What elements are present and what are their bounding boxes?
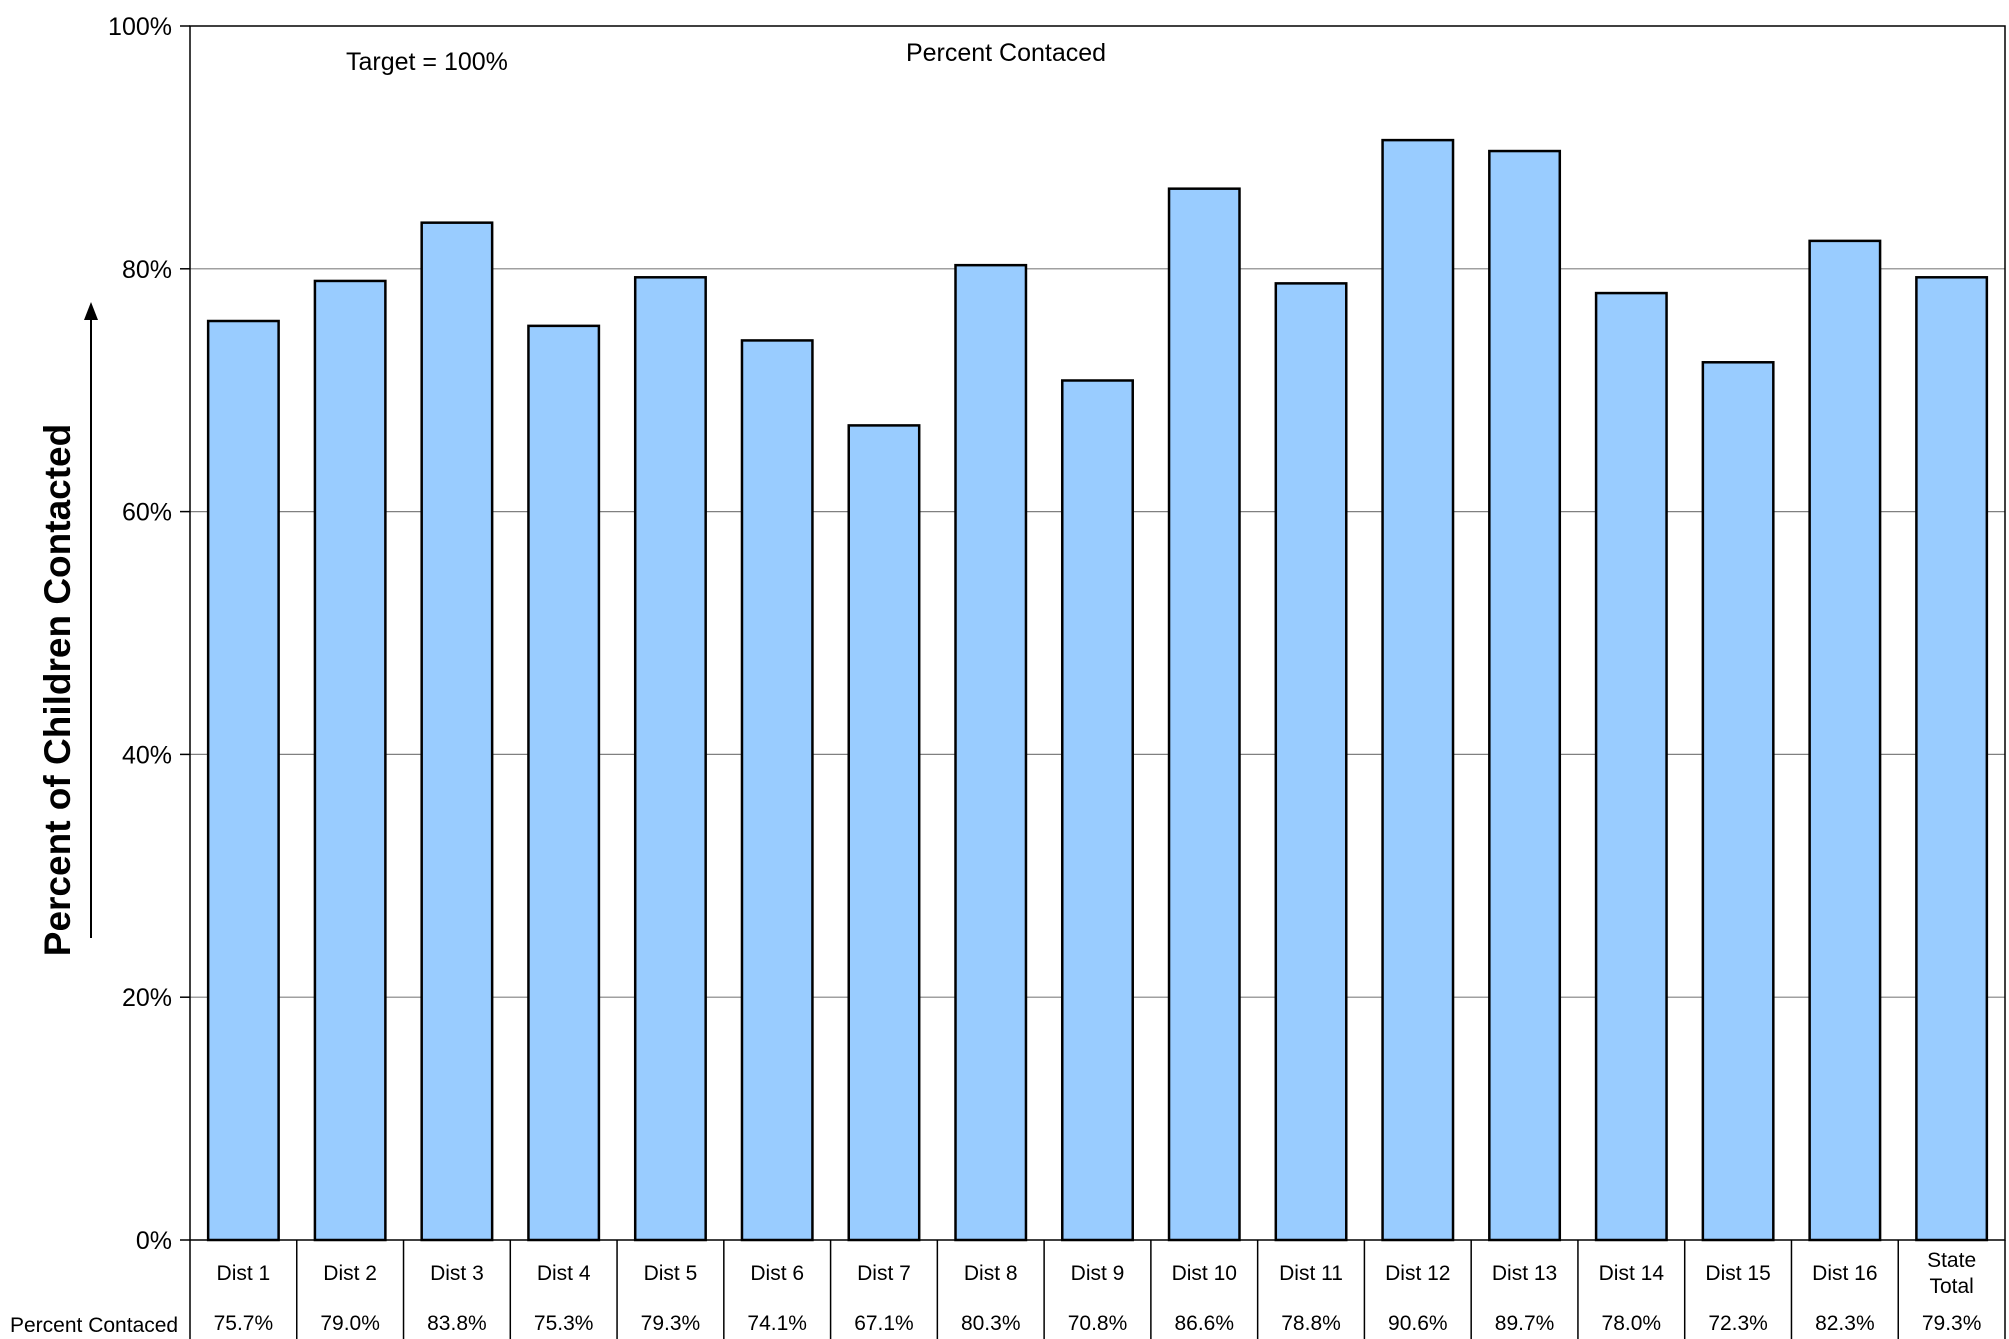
x-tick-label: Dist 9 [1071, 1262, 1125, 1285]
x-tick-label: Dist 16 [1812, 1262, 1877, 1285]
data-label: 78.8% [1281, 1312, 1341, 1335]
x-tick-label: Dist 13 [1492, 1262, 1557, 1285]
x-tick-label: Dist 10 [1172, 1262, 1237, 1285]
bar [954, 263, 1028, 1242]
x-tick-label: Dist 8 [964, 1262, 1018, 1285]
x-tick-label: State [1927, 1249, 1976, 1272]
data-label: 89.7% [1495, 1312, 1555, 1335]
x-tick-label: Dist 5 [644, 1262, 698, 1285]
bar [740, 339, 814, 1242]
x-tick-label: Dist 4 [537, 1262, 591, 1285]
data-label: 83.8% [427, 1312, 487, 1335]
data-label: 70.8% [1068, 1312, 1128, 1335]
x-tick-label: Dist 11 [1279, 1262, 1343, 1285]
x-tick-label: Total [1929, 1275, 1973, 1298]
bar [633, 276, 707, 1242]
bar [1061, 379, 1134, 1242]
y-tick-label: 100% [108, 13, 172, 41]
data-label: 82.3% [1815, 1312, 1875, 1335]
x-tick-label: Dist 3 [430, 1262, 484, 1285]
x-tick-label: Dist 15 [1705, 1262, 1770, 1285]
bar [847, 424, 921, 1242]
plot-frame [189, 25, 2006, 1241]
bar [1915, 276, 1989, 1242]
y-tick-label: 60% [122, 499, 172, 527]
data-table: Percent Contaced Dist 1 75.7% Dist 2 79.0% Di… [10, 1240, 2006, 1339]
y-axis-ticks: 0% 20% 40% 60% 80% 100% [108, 13, 190, 1255]
bar [1167, 187, 1241, 1242]
y-tick-label: 80% [122, 256, 172, 284]
data-label: 75.3% [534, 1312, 594, 1335]
data-label: 79.3% [641, 1312, 701, 1335]
chart-title: Percent Contaced [906, 39, 1106, 67]
bar [206, 319, 280, 1242]
y-tick-label: 20% [122, 984, 172, 1012]
y-axis-arrow [84, 302, 98, 938]
x-tick-label: Dist 12 [1385, 1262, 1450, 1285]
bar [1808, 239, 1882, 1242]
bar [420, 221, 494, 1242]
x-tick-label: Dist 14 [1599, 1262, 1665, 1285]
data-label: 67.1% [854, 1312, 914, 1335]
y-axis-label: Percent of Children Contacted [37, 424, 78, 956]
bars [206, 138, 1989, 1242]
data-label: 78.0% [1602, 1312, 1662, 1335]
bar [527, 324, 601, 1242]
bar [1594, 291, 1668, 1242]
x-tick-label: Dist 7 [857, 1262, 911, 1285]
bar [1701, 361, 1775, 1242]
data-label: 86.6% [1174, 1312, 1234, 1335]
data-label: 79.0% [320, 1312, 380, 1335]
bar [1488, 149, 1562, 1242]
data-label: 75.7% [214, 1312, 274, 1335]
bar [1381, 138, 1455, 1242]
y-tick-label: 0% [136, 1227, 172, 1255]
table-row-label: Percent Contaced [10, 1314, 178, 1337]
x-tick-label: Dist 2 [323, 1262, 377, 1285]
x-tick-label: Dist 6 [750, 1262, 804, 1285]
data-label: 72.3% [1708, 1312, 1768, 1335]
bar [1274, 282, 1348, 1242]
target-annotation: Target = 100% [346, 48, 508, 76]
data-label: 74.1% [747, 1312, 807, 1335]
bar [313, 279, 387, 1242]
data-label: 80.3% [961, 1312, 1021, 1335]
x-tick-label: Dist 1 [217, 1262, 271, 1285]
data-label: 79.3% [1922, 1312, 1982, 1335]
data-label: 90.6% [1388, 1312, 1448, 1335]
y-tick-label: 40% [122, 741, 172, 769]
